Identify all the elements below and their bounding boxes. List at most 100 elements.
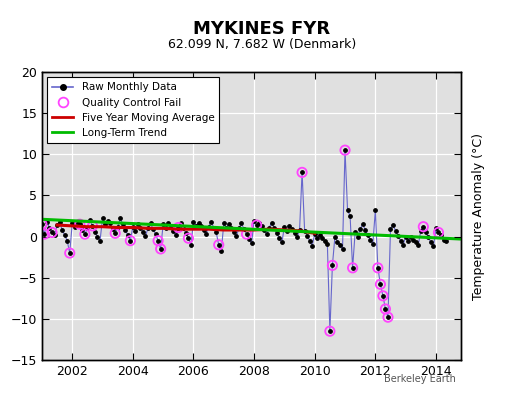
Point: [48, 229, 56, 236]
Point: [424, 234, 433, 240]
Point: [303, 232, 311, 239]
Point: [396, 238, 405, 244]
Point: [131, 228, 139, 234]
Point: [71, 224, 79, 230]
Point: [331, 233, 339, 240]
Point: [210, 224, 218, 231]
Point: [381, 306, 390, 312]
Point: [144, 225, 152, 232]
Point: [164, 220, 172, 227]
Point: [124, 232, 132, 238]
Point: [376, 281, 385, 288]
Point: [298, 169, 306, 176]
Point: [384, 314, 392, 320]
Point: [401, 233, 410, 240]
Point: [237, 220, 246, 227]
Point: [73, 218, 82, 225]
Point: [96, 238, 104, 244]
Point: [126, 238, 135, 244]
Point: [225, 221, 233, 228]
Point: [245, 236, 253, 242]
Point: [149, 226, 157, 232]
Point: [214, 242, 223, 248]
Point: [429, 243, 438, 250]
Point: [118, 221, 127, 228]
Point: [374, 265, 382, 271]
Point: [235, 225, 243, 232]
Point: [172, 232, 180, 238]
Point: [411, 239, 420, 246]
Point: [177, 219, 185, 226]
Point: [311, 231, 319, 237]
Point: [111, 230, 119, 236]
Point: [247, 240, 256, 246]
Point: [381, 306, 390, 312]
Point: [134, 221, 142, 228]
Point: [159, 221, 167, 228]
Point: [81, 231, 89, 237]
Point: [75, 221, 84, 228]
Point: [174, 224, 182, 231]
Point: [328, 262, 336, 268]
Point: [157, 246, 165, 252]
Point: [182, 230, 190, 236]
Point: [285, 223, 293, 229]
Point: [38, 221, 46, 228]
Point: [315, 232, 324, 238]
Point: [341, 147, 349, 153]
Point: [121, 227, 129, 233]
Point: [384, 314, 392, 320]
Point: [409, 237, 418, 243]
Point: [230, 228, 238, 235]
Point: [207, 218, 215, 225]
Point: [56, 218, 64, 225]
Point: [86, 217, 94, 223]
Point: [40, 231, 49, 237]
Point: [272, 230, 281, 236]
Point: [58, 227, 67, 233]
Text: Berkeley Earth: Berkeley Earth: [384, 374, 456, 384]
Point: [305, 238, 314, 244]
Point: [348, 265, 357, 271]
Point: [437, 232, 445, 238]
Point: [253, 222, 261, 228]
Point: [227, 224, 236, 231]
Point: [379, 293, 387, 299]
Point: [48, 229, 56, 236]
Point: [296, 227, 304, 233]
Point: [257, 223, 266, 229]
Point: [255, 219, 264, 226]
Point: [361, 227, 369, 233]
Point: [93, 233, 102, 240]
Point: [232, 232, 241, 239]
Point: [43, 218, 51, 225]
Point: [189, 218, 198, 225]
Point: [300, 228, 309, 234]
Point: [114, 224, 122, 230]
Point: [280, 224, 289, 230]
Point: [157, 246, 165, 252]
Point: [298, 169, 306, 176]
Point: [66, 250, 74, 256]
Point: [214, 242, 223, 248]
Point: [179, 225, 188, 232]
Point: [326, 328, 334, 334]
Point: [83, 225, 92, 232]
Point: [154, 238, 162, 244]
Point: [199, 227, 208, 233]
Point: [103, 218, 112, 224]
Point: [343, 207, 352, 214]
Point: [442, 238, 450, 244]
Point: [417, 228, 425, 234]
Point: [250, 218, 258, 224]
Point: [151, 231, 160, 237]
Point: [146, 220, 155, 227]
Point: [336, 242, 344, 248]
Point: [434, 229, 443, 236]
Point: [434, 229, 443, 236]
Point: [88, 223, 96, 229]
Point: [141, 232, 150, 239]
Point: [283, 228, 291, 234]
Point: [99, 215, 107, 222]
Point: [154, 238, 162, 244]
